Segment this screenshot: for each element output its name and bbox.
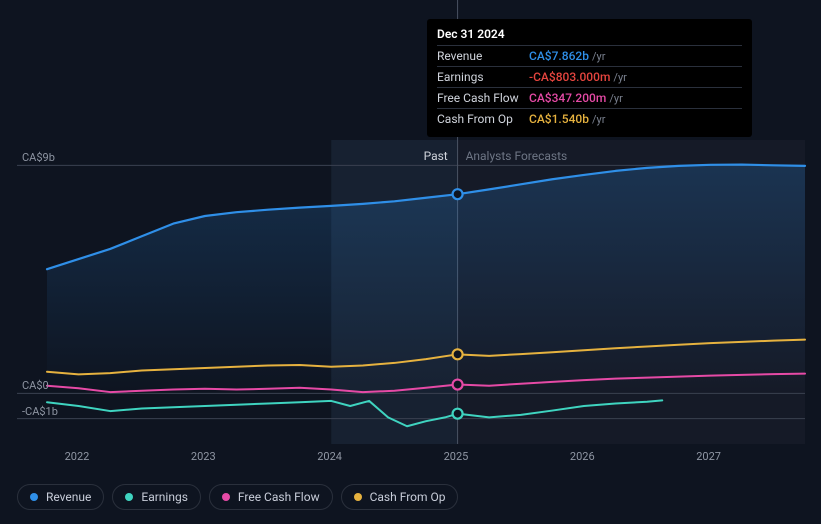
tooltip-row: Earnings-CA$803.000m/yr bbox=[437, 66, 742, 87]
tooltip-metric-label: Revenue bbox=[437, 49, 529, 63]
tooltip-metric-label: Free Cash Flow bbox=[437, 91, 529, 105]
legend-dot-icon bbox=[125, 493, 133, 501]
tooltip-metric-suffix: /yr bbox=[613, 71, 626, 84]
legend-label: Earnings bbox=[141, 490, 188, 504]
y-axis-label: CA$0 bbox=[22, 379, 49, 392]
tooltip-metric-value: CA$7.862b bbox=[529, 49, 589, 63]
tooltip-metric-value: -CA$803.000m bbox=[529, 70, 610, 84]
chart-tooltip: Dec 31 2024 RevenueCA$7.862b/yrEarnings-… bbox=[427, 19, 752, 137]
tooltip-metric-suffix: /yr bbox=[609, 92, 622, 105]
legend-label: Free Cash Flow bbox=[238, 490, 320, 504]
tooltip-metric-label: Cash From Op bbox=[437, 112, 529, 126]
legend-item-cash-from-op[interactable]: Cash From Op bbox=[341, 484, 459, 510]
x-axis-label: 2025 bbox=[444, 450, 469, 463]
legend-dot-icon bbox=[30, 493, 38, 501]
x-axis-label: 2026 bbox=[570, 450, 595, 463]
tooltip-row: RevenueCA$7.862b/yr bbox=[437, 45, 742, 66]
legend-dot-icon bbox=[222, 493, 230, 501]
x-axis-label: 2024 bbox=[317, 450, 342, 463]
tooltip-row: Free Cash FlowCA$347.200m/yr bbox=[437, 87, 742, 108]
x-axis-label: 2022 bbox=[65, 450, 90, 463]
tooltip-row: Cash From OpCA$1.540b/yr bbox=[437, 108, 742, 129]
x-axis-label: 2023 bbox=[191, 450, 216, 463]
legend-item-free-cash-flow[interactable]: Free Cash Flow bbox=[209, 484, 333, 510]
legend-item-revenue[interactable]: Revenue bbox=[17, 484, 104, 510]
legend-item-earnings[interactable]: Earnings bbox=[112, 484, 201, 510]
tooltip-date: Dec 31 2024 bbox=[437, 27, 742, 45]
tooltip-metric-suffix: /yr bbox=[592, 113, 605, 126]
legend-label: Revenue bbox=[46, 490, 91, 504]
legend-dot-icon bbox=[354, 493, 362, 501]
tooltip-metric-value: CA$347.200m bbox=[529, 91, 606, 105]
financials-chart: -CA$1b CA$0 CA$9b 2022 2023 2024 2025 2026 2027… bbox=[0, 0, 821, 524]
tooltip-metric-value: CA$1.540b bbox=[529, 112, 589, 126]
y-axis-label: CA$9b bbox=[22, 151, 55, 164]
section-label-forecast: Analysts Forecasts bbox=[466, 149, 568, 163]
x-axis-label: 2027 bbox=[696, 450, 721, 463]
section-label-past: Past bbox=[424, 149, 448, 163]
tooltip-metric-label: Earnings bbox=[437, 70, 529, 84]
tooltip-metric-suffix: /yr bbox=[592, 50, 605, 63]
y-axis-label: -CA$1b bbox=[22, 405, 58, 418]
legend: Revenue Earnings Free Cash Flow Cash From O… bbox=[17, 484, 458, 510]
legend-label: Cash From Op bbox=[370, 490, 446, 504]
